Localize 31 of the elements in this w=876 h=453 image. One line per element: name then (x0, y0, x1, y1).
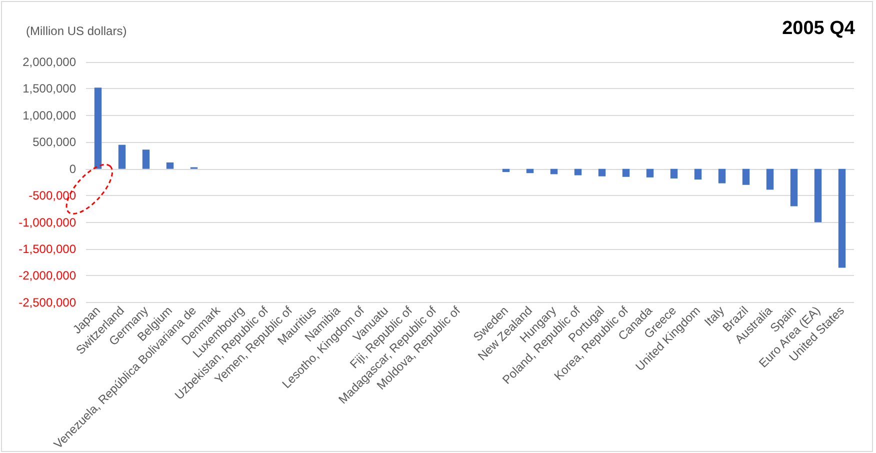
y-tick-label: -2,500,000 (18, 295, 76, 310)
bar (502, 168, 510, 172)
bar (142, 150, 150, 169)
bar (526, 168, 534, 174)
bar (598, 168, 606, 176)
chart-title: 2005 Q4 (782, 18, 856, 39)
bar (550, 168, 558, 174)
y-tick-label: -500,000 (28, 188, 76, 203)
bar (118, 144, 126, 169)
y-axis-title: (Million US dollars) (26, 24, 127, 38)
bar (166, 162, 174, 169)
bar (766, 168, 774, 190)
y-tick-label: -2,000,000 (18, 268, 76, 283)
bar (742, 168, 750, 185)
bar (694, 168, 702, 180)
bar (622, 168, 630, 177)
y-tick-label: 500,000 (32, 135, 76, 150)
y-tick-label: -1,000,000 (18, 215, 76, 230)
bar (574, 168, 582, 176)
y-tick-label: 1,000,000 (22, 108, 76, 122)
bar (94, 88, 102, 169)
bar (838, 168, 846, 268)
bar (718, 168, 726, 184)
y-tick-label: 2,000,000 (22, 55, 76, 69)
bar (814, 168, 822, 222)
bar (646, 168, 654, 178)
y-tick-label: 0 (69, 162, 76, 176)
y-tick-label: 1,500,000 (22, 82, 76, 96)
bar (670, 168, 678, 178)
y-tick-label: -1,500,000 (18, 242, 76, 256)
bar (790, 168, 798, 206)
